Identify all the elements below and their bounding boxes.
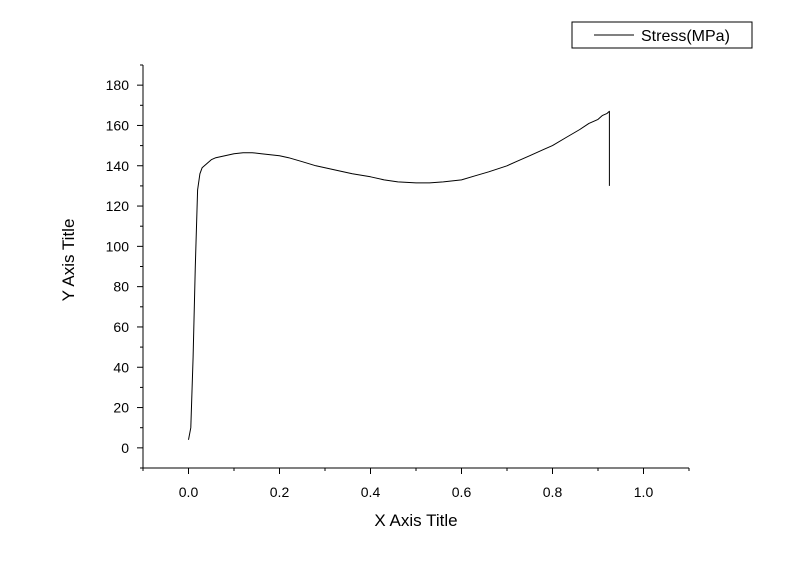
x-axis-title: X Axis Title: [374, 511, 457, 530]
series-line: [188, 110, 610, 440]
y-tick-label: 140: [106, 158, 130, 174]
x-tick-label: 0.0: [179, 484, 199, 500]
y-axis-ticks: 0 20 40 60 80 100 120 140 160 180: [106, 64, 143, 469]
axes: [142, 65, 689, 469]
y-tick-label: 120: [106, 198, 130, 214]
series-layer: [188, 110, 610, 440]
y-tick-label: 100: [106, 238, 130, 254]
y-axis-title: Y Axis Title: [59, 219, 78, 302]
x-tick-label: 0.2: [270, 484, 290, 500]
x-axis-ticks: 0.0 0.2 0.4 0.6 0.8 1.0: [142, 468, 690, 500]
y-tick-label: 40: [113, 359, 129, 375]
x-tick-label: 0.8: [543, 484, 563, 500]
y-tick-label: 20: [113, 400, 129, 416]
x-tick-label: 0.4: [361, 484, 381, 500]
y-tick-label: 60: [113, 319, 129, 335]
legend: Stress(MPa): [571, 21, 753, 49]
x-tick-label: 0.6: [452, 484, 472, 500]
x-tick-label: 1.0: [634, 484, 654, 500]
y-tick-label: 0: [121, 440, 129, 456]
y-tick-label: 180: [106, 77, 130, 93]
y-tick-label: 160: [106, 117, 130, 133]
legend-series-label: Stress(MPa): [641, 28, 730, 45]
y-tick-label: 80: [113, 279, 129, 295]
